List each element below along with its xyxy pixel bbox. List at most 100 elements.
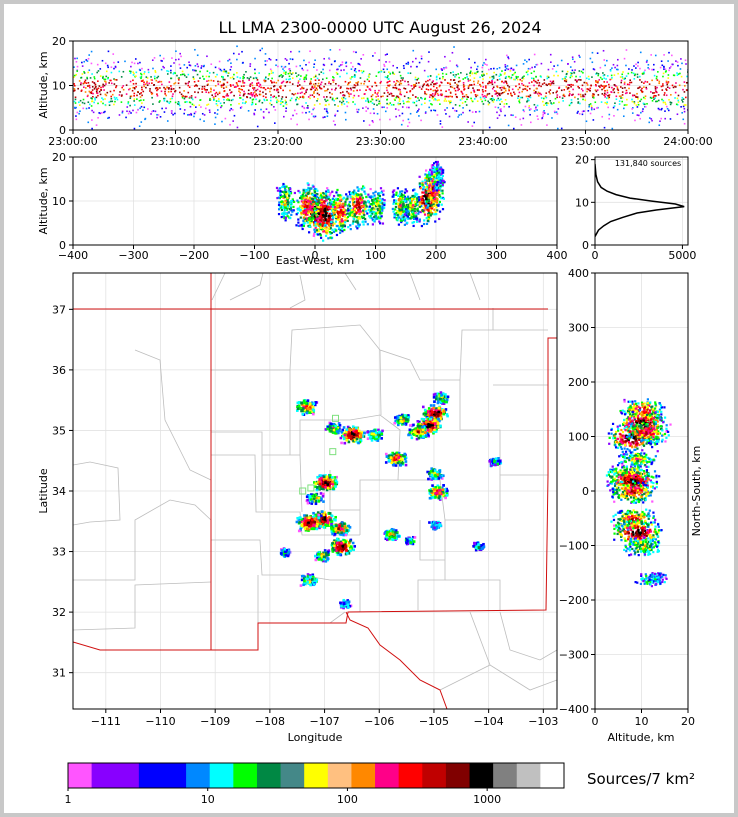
time-height-source bbox=[174, 89, 177, 92]
ew-source bbox=[307, 203, 310, 206]
ew-source bbox=[357, 193, 360, 197]
ew-source bbox=[357, 199, 360, 202]
time-height-source bbox=[547, 68, 550, 71]
time-height-source bbox=[80, 89, 83, 92]
time-height-source bbox=[424, 112, 427, 114]
ew-source bbox=[304, 208, 308, 212]
time-height-source bbox=[102, 75, 104, 78]
time-height-source bbox=[328, 57, 330, 60]
ew-source bbox=[418, 218, 421, 221]
time-height-source bbox=[199, 70, 201, 73]
time-height-source bbox=[491, 87, 494, 90]
time-height-source bbox=[284, 57, 287, 60]
time-height-source bbox=[440, 81, 443, 84]
time-height-source bbox=[350, 88, 352, 91]
time-height-source bbox=[481, 81, 484, 84]
time-height-source bbox=[125, 93, 128, 95]
ew-source bbox=[442, 179, 445, 183]
ew-source bbox=[307, 198, 310, 201]
time-height-source bbox=[431, 81, 434, 84]
ew-source bbox=[396, 214, 399, 217]
ew-source bbox=[347, 226, 350, 229]
ew-source bbox=[365, 195, 368, 199]
ew-source bbox=[343, 211, 347, 214]
time-height-source bbox=[540, 97, 543, 99]
time-height-source bbox=[230, 66, 233, 68]
time-height-source bbox=[205, 91, 207, 93]
time-height-source bbox=[341, 98, 344, 101]
ew-source bbox=[438, 180, 442, 183]
time-height-source bbox=[619, 76, 622, 78]
ew-source bbox=[356, 220, 359, 223]
time-height-source bbox=[302, 69, 305, 71]
time-height-source bbox=[128, 70, 131, 72]
ew-source bbox=[375, 199, 379, 202]
ew-source bbox=[305, 190, 308, 193]
time-height-source bbox=[625, 49, 628, 51]
time-height-source bbox=[485, 72, 488, 75]
plan-view-source bbox=[436, 401, 440, 405]
time-height-source bbox=[110, 95, 113, 98]
ew-source bbox=[419, 210, 422, 214]
ew-source bbox=[307, 200, 310, 203]
time-height-source bbox=[180, 55, 182, 58]
ew-source bbox=[286, 197, 289, 201]
time-height-source bbox=[668, 99, 670, 101]
ew-source bbox=[425, 196, 428, 199]
time-height-source bbox=[367, 99, 369, 101]
time-height-source bbox=[386, 81, 389, 84]
time-height-source bbox=[253, 91, 256, 93]
ew-source bbox=[301, 207, 304, 210]
ew-source bbox=[413, 188, 416, 191]
ew-source bbox=[398, 208, 402, 212]
time-height-source bbox=[686, 89, 688, 92]
ew-source bbox=[337, 214, 340, 217]
time-height-source bbox=[282, 105, 285, 107]
time-height-source bbox=[273, 105, 275, 108]
ew-source bbox=[331, 203, 334, 206]
time-height-source bbox=[581, 110, 584, 113]
ew-source bbox=[408, 199, 412, 202]
time-height-source bbox=[528, 58, 530, 61]
time-height-source bbox=[133, 92, 136, 95]
time-height-source bbox=[243, 90, 245, 93]
ew-source bbox=[285, 193, 288, 196]
time-height-source bbox=[148, 82, 151, 85]
time-height-source bbox=[309, 97, 311, 100]
ew-source bbox=[397, 194, 400, 197]
time-height-source bbox=[125, 116, 127, 119]
plan-view-source bbox=[426, 410, 430, 413]
time-height-source bbox=[318, 85, 321, 87]
time-height-source bbox=[560, 89, 563, 92]
ew-source bbox=[281, 212, 284, 216]
ew-source bbox=[352, 217, 355, 220]
time-height-source bbox=[374, 89, 376, 92]
ew-source bbox=[420, 224, 423, 228]
time-height-source bbox=[96, 88, 99, 91]
time-height-source bbox=[365, 100, 367, 102]
ew-source bbox=[419, 187, 422, 190]
ew-source bbox=[416, 200, 419, 204]
time-height-source bbox=[496, 111, 498, 114]
time-height-source bbox=[633, 101, 636, 103]
time-height-source bbox=[156, 93, 158, 95]
time-height-source bbox=[322, 72, 325, 75]
ew-source bbox=[396, 202, 400, 206]
time-height-source bbox=[308, 118, 310, 121]
ew-source bbox=[396, 187, 400, 190]
time-height-source bbox=[491, 99, 494, 102]
time-height-source bbox=[644, 69, 646, 72]
time-height-source bbox=[312, 87, 315, 89]
time-height-source bbox=[613, 74, 616, 76]
time-height-source bbox=[681, 62, 683, 65]
time-height-source bbox=[588, 78, 590, 80]
time-height-source bbox=[369, 88, 371, 90]
time-height-source bbox=[133, 100, 135, 102]
time-height-source bbox=[367, 107, 369, 110]
time-height-source bbox=[587, 110, 590, 112]
time-height-source bbox=[666, 83, 669, 86]
time-height-source bbox=[391, 71, 394, 74]
ew-source bbox=[281, 185, 284, 189]
time-height-source bbox=[408, 97, 411, 100]
time-height-source bbox=[311, 94, 314, 96]
